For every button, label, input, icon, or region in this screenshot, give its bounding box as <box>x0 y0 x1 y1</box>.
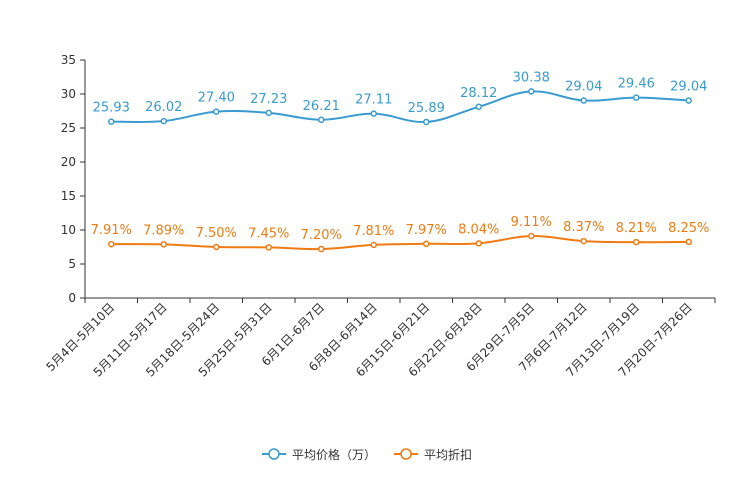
y-tick-label: 15 <box>61 189 76 203</box>
data-label: 8.04% <box>458 222 499 237</box>
data-label: 9.11% <box>511 215 552 230</box>
data-point[interactable] <box>685 97 692 104</box>
legend-marker <box>268 448 280 460</box>
data-point[interactable] <box>213 108 220 115</box>
data-point[interactable] <box>318 245 325 253</box>
data-point[interactable] <box>475 103 482 111</box>
data-point[interactable] <box>160 117 167 125</box>
data-label: 7.50% <box>196 226 237 241</box>
series-line <box>111 90 689 124</box>
data-label: 7.97% <box>406 223 447 238</box>
data-label: 27.11 <box>355 93 392 108</box>
series-1: 25.93 26.02 27.40 27.23 26.21 27.11 25.89 28.12… <box>93 70 707 126</box>
series-2: 7.91% 7.89% 7.50% 7.45% 7.20% 7.81% 7.97% 8.04%… <box>91 215 709 253</box>
y-tick-label: 25 <box>61 121 76 135</box>
data-label: 25.89 <box>408 101 445 116</box>
data-label: 26.02 <box>145 100 182 115</box>
data-point[interactable] <box>370 241 377 249</box>
data-label: 30.38 <box>513 70 550 85</box>
data-point[interactable] <box>213 243 220 251</box>
data-point[interactable] <box>265 109 272 117</box>
data-point[interactable] <box>685 238 692 246</box>
legend-item-2[interactable]: 平均折扣 <box>394 447 472 462</box>
data-label: 26.21 <box>303 99 340 114</box>
y-tick-label: 10 <box>61 223 76 237</box>
data-label: 29.46 <box>618 77 655 92</box>
series-group: 25.93 26.02 27.40 27.23 26.21 27.11 25.89 28.12… <box>91 70 709 253</box>
legend[interactable]: 平均价格（万） 平均折扣 <box>262 447 472 462</box>
data-point[interactable] <box>580 97 587 104</box>
data-label: 29.04 <box>670 80 707 95</box>
data-point[interactable] <box>160 241 167 248</box>
data-point[interactable] <box>423 118 430 126</box>
data-point[interactable] <box>528 88 535 95</box>
y-tick-label: 35 <box>61 53 76 67</box>
data-label: 8.25% <box>668 221 709 236</box>
legend-item-1[interactable]: 平均价格（万） <box>262 447 376 462</box>
data-label: 29.04 <box>565 80 602 95</box>
data-point[interactable] <box>370 110 377 117</box>
data-point[interactable] <box>265 244 272 251</box>
data-point[interactable] <box>108 240 115 248</box>
data-label: 7.81% <box>353 224 394 239</box>
series-line <box>111 235 689 251</box>
data-point[interactable] <box>318 116 325 124</box>
data-label: 28.12 <box>460 86 497 101</box>
data-point[interactable] <box>108 118 115 125</box>
data-label: 25.93 <box>93 101 130 116</box>
data-label: 27.23 <box>250 92 287 107</box>
data-label: 7.45% <box>248 226 289 241</box>
legend-label: 平均价格（万） <box>292 447 376 462</box>
legend-label: 平均折扣 <box>424 447 472 462</box>
data-point[interactable] <box>633 238 640 246</box>
data-label: 8.21% <box>616 221 657 236</box>
data-point[interactable] <box>580 237 587 245</box>
data-label: 27.40 <box>198 91 235 106</box>
data-point[interactable] <box>423 240 430 248</box>
data-label: 7.91% <box>91 223 132 238</box>
y-tick-label: 20 <box>61 155 76 169</box>
data-point[interactable] <box>633 94 640 101</box>
y-tick-label: 0 <box>68 291 76 305</box>
legend-marker <box>400 448 412 460</box>
data-label: 8.37% <box>563 220 604 235</box>
y-tick-label: 30 <box>61 87 76 101</box>
data-label: 7.89% <box>143 223 184 238</box>
data-point[interactable] <box>528 232 535 240</box>
data-point[interactable] <box>475 240 482 247</box>
y-tick-label: 5 <box>68 257 76 271</box>
data-label: 7.20% <box>301 228 342 243</box>
